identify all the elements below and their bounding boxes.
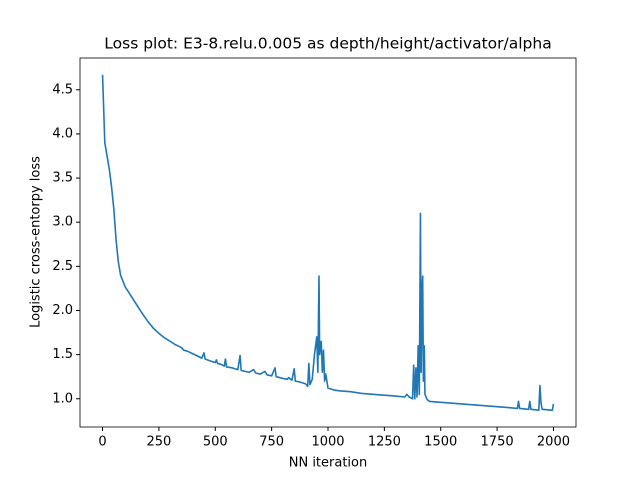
y-tick-label: 1.5 <box>52 347 73 362</box>
loss-line <box>101 74 555 412</box>
y-tick-label: 4.5 <box>52 82 73 97</box>
plot-frame <box>79 57 577 428</box>
x-tick-label: 1000 <box>311 435 344 450</box>
y-tick-label: 3.5 <box>52 171 73 186</box>
chart-title: Loss plot: E3-8.relu.0.005 as depth/heig… <box>104 35 551 53</box>
y-tick-label: 4.0 <box>52 126 73 141</box>
y-tick-label: 2.0 <box>52 303 73 318</box>
x-axis-label: NN iteration <box>289 456 368 471</box>
x-tick-label: 750 <box>259 435 284 450</box>
x-tick-label: 250 <box>146 435 171 450</box>
x-tick-label: 500 <box>203 435 228 450</box>
y-axis-label: Logistic cross-entorpy loss <box>29 156 44 328</box>
x-tick-label: 0 <box>98 435 106 450</box>
x-tick-label: 1500 <box>424 435 457 450</box>
x-tick-label: 1750 <box>481 435 514 450</box>
y-tick-label: 2.5 <box>52 259 73 274</box>
x-tick-label: 1250 <box>368 435 401 450</box>
x-tick-label: 2000 <box>537 435 570 450</box>
y-tick-label: 3.0 <box>52 215 73 230</box>
y-tick-label: 1.0 <box>52 391 73 406</box>
